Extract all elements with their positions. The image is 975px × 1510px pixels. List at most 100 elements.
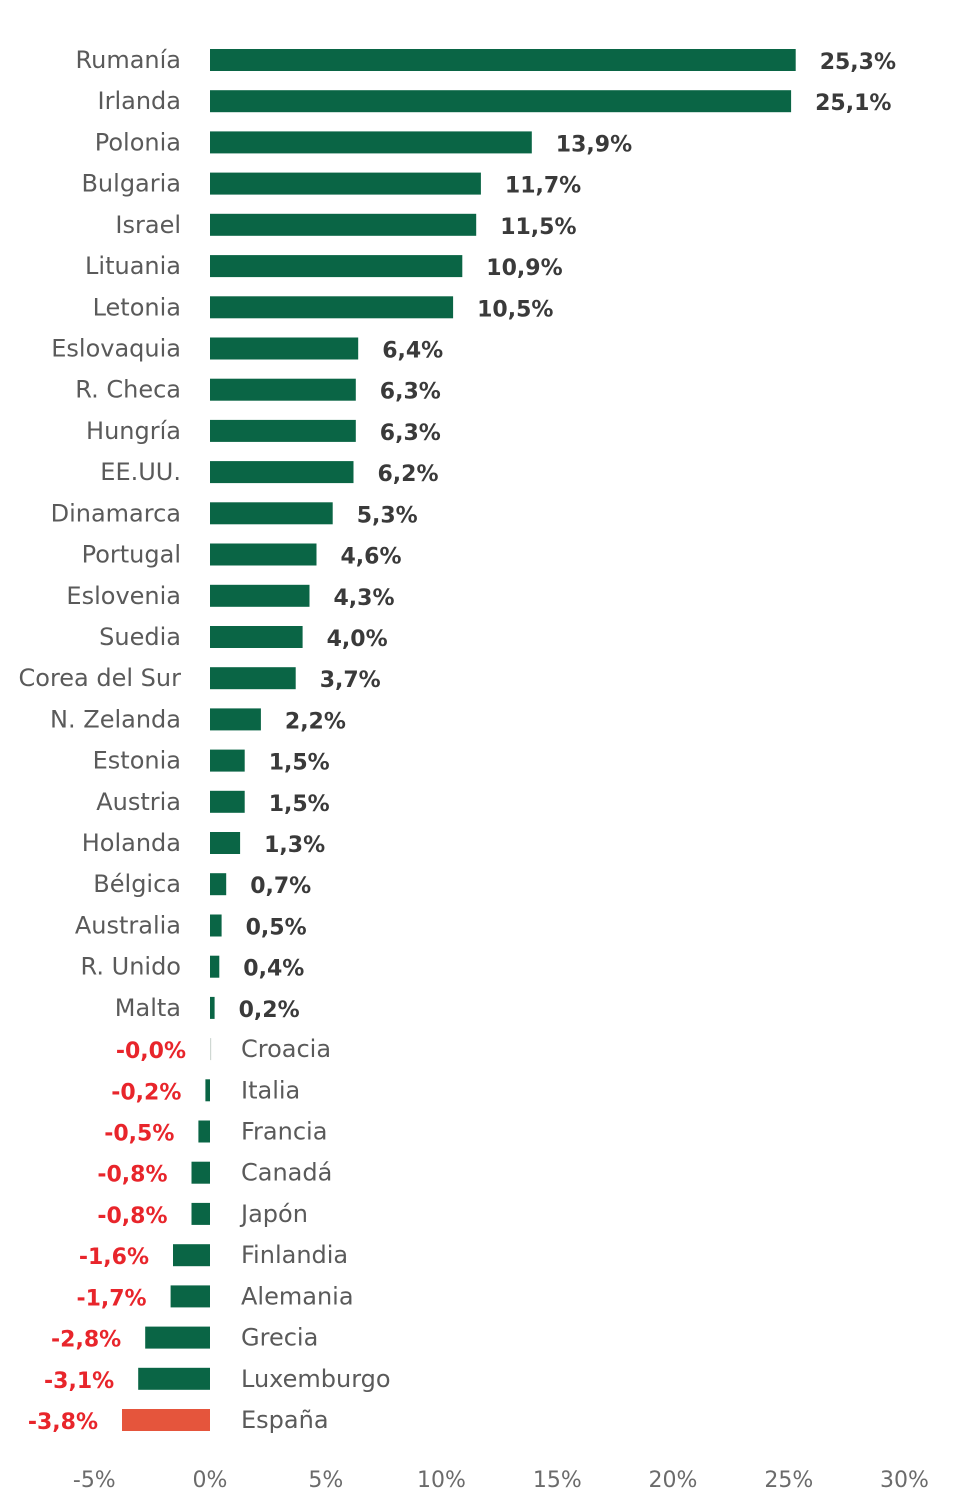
category-label: España: [241, 1406, 329, 1434]
bar: [191, 1161, 210, 1184]
value-label: -0,5%: [104, 1122, 174, 1147]
bar: [173, 1244, 210, 1267]
category-label: Holanda: [82, 829, 181, 857]
value-label: 0,5%: [246, 916, 307, 941]
value-label: 4,3%: [334, 586, 395, 611]
category-label: Portugal: [82, 541, 181, 569]
value-label: 1,5%: [269, 792, 330, 817]
bar-row-portugal: Portugal 4,6%: [82, 541, 402, 570]
value-label: -3,8%: [28, 1410, 98, 1435]
value-label: 6,4%: [382, 339, 443, 364]
value-label: -0,8%: [97, 1163, 167, 1188]
category-label: N. Zelanda: [50, 705, 181, 733]
bar-row-austria: Austria 1,5%: [96, 788, 330, 817]
value-label: -0,8%: [97, 1204, 167, 1229]
bar: [138, 1367, 210, 1390]
value-label: 10,9%: [486, 256, 562, 281]
bar-row-irlanda: Irlanda 25,1%: [98, 87, 892, 116]
category-label: Eslovenia: [66, 582, 181, 610]
bar: [210, 131, 532, 154]
bar: [210, 543, 317, 566]
bar-row-finlandia: Finlandia -1,6%: [79, 1241, 348, 1270]
bar: [210, 790, 245, 813]
bar-row-suedia: Suedia 4,0%: [99, 623, 387, 652]
value-label: 4,0%: [327, 627, 388, 652]
bar: [210, 255, 463, 278]
category-label: Austria: [96, 788, 181, 816]
bar: [210, 914, 222, 937]
value-label: -0,0%: [116, 1039, 186, 1064]
category-label: Japón: [239, 1200, 308, 1228]
category-label: Hungría: [86, 417, 181, 445]
bar-row-australia: Australia 0,5%: [75, 912, 307, 941]
value-label: 3,7%: [320, 668, 381, 693]
value-label: -0,2%: [111, 1080, 181, 1105]
bar: [191, 1202, 210, 1225]
bar: [210, 667, 296, 690]
category-label: Bulgaria: [81, 170, 181, 198]
bar: [210, 337, 359, 360]
category-label: Letonia: [93, 293, 181, 321]
x-tick-label: 30%: [880, 1468, 929, 1493]
bar: [210, 296, 454, 319]
bar-row-dinamarca: Dinamarca 5,3%: [51, 499, 418, 528]
bar-row-alemania: Alemania -1,7%: [76, 1282, 353, 1311]
category-label: Dinamarca: [51, 499, 181, 527]
bar: [198, 1120, 210, 1143]
category-label: Luxemburgo: [241, 1365, 391, 1393]
category-label: Corea del Sur: [19, 664, 182, 692]
category-label: Irlanda: [98, 87, 181, 115]
bar: [210, 172, 481, 195]
value-label: 11,7%: [505, 174, 581, 199]
x-tick-label: 5%: [308, 1468, 343, 1493]
bar: [210, 832, 241, 854]
category-label: Lituania: [85, 252, 181, 280]
category-label: R. Checa: [75, 376, 181, 404]
x-tick-label: 0%: [193, 1468, 228, 1493]
bar: [145, 1326, 210, 1349]
value-label: 25,3%: [820, 50, 896, 75]
bar: [170, 1285, 210, 1308]
bar-row-israel: Israel 11,5%: [115, 211, 576, 240]
bar-row-belgica: Bélgica 0,7%: [93, 870, 311, 899]
bar-row-espana: España -3,8%: [28, 1406, 329, 1435]
bar: [210, 461, 354, 484]
value-label: 10,5%: [477, 297, 553, 322]
value-label: -2,8%: [51, 1328, 121, 1353]
bar: [210, 502, 333, 525]
x-tick-label: 10%: [417, 1468, 466, 1493]
bar: [210, 90, 792, 113]
bar-row-letonia: Letonia 10,5%: [93, 293, 554, 322]
category-label: Polonia: [95, 128, 181, 156]
category-label: Suedia: [99, 623, 181, 651]
x-tick-label: 15%: [533, 1468, 582, 1493]
bars-layer: Rumanía 25,3% Irlanda 25,1% Polonia 13,9% Bulg…: [19, 46, 897, 1435]
bar-row-luxemburgo: Luxemburgo -3,1%: [44, 1365, 391, 1394]
bar-row-r-checa: R. Checa 6,3%: [75, 376, 441, 405]
category-label: Canadá: [241, 1159, 332, 1187]
bar-row-lituania: Lituania 10,9%: [85, 252, 563, 281]
value-label: -3,1%: [44, 1369, 114, 1394]
value-label: 1,5%: [269, 751, 330, 776]
value-label: 6,3%: [380, 421, 441, 446]
value-label: 25,1%: [815, 91, 891, 116]
bar-row-eslovenia: Eslovenia 4,3%: [66, 582, 394, 611]
bar: [210, 996, 215, 1019]
bar-row-rumania: Rumanía 25,3%: [76, 46, 897, 75]
value-label: 0,2%: [239, 998, 300, 1023]
x-axis: -5% 0% 5% 10% 15% 20% 25% 30%: [73, 1468, 929, 1493]
category-label: Finlandia: [241, 1241, 348, 1269]
category-label: Israel: [115, 211, 181, 239]
bar-row-italia: Italia -0,2%: [111, 1076, 300, 1105]
bar: [122, 1409, 210, 1431]
category-label: Rumanía: [76, 46, 181, 74]
bar-row-hungria: Hungría 6,3%: [86, 417, 441, 446]
bar: [210, 419, 356, 442]
value-label: 4,6%: [341, 545, 402, 570]
bar: [210, 873, 227, 896]
bar-row-corea-del-sur: Corea del Sur 3,7%: [19, 664, 381, 693]
category-label: Eslovaquia: [51, 335, 181, 363]
bar: [210, 626, 303, 648]
value-label: 11,5%: [500, 215, 576, 240]
